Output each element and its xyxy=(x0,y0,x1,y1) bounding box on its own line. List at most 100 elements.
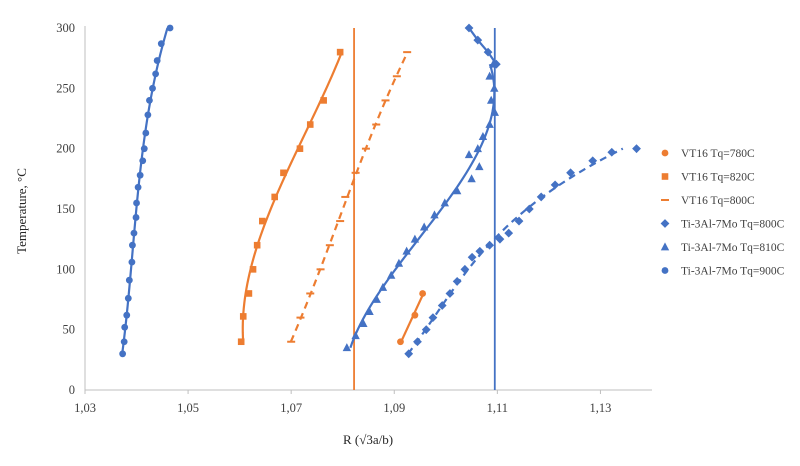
data-point xyxy=(237,338,245,346)
data-point xyxy=(157,40,165,48)
legend: VT16 Tq=780C VT16 Tq=820C VT16 Tq=800C Ti-3… xyxy=(660,148,785,278)
data-point xyxy=(134,183,142,191)
data-point xyxy=(287,340,296,343)
data-point xyxy=(296,316,305,319)
data-point xyxy=(341,195,350,198)
data-point xyxy=(259,217,266,225)
data-point xyxy=(124,294,132,302)
x-axis-title: R (√3a/b) xyxy=(343,432,393,447)
x-tick-label: 1,09 xyxy=(383,401,405,415)
legend-item: Ti-3Al-7Mo Tq=810C xyxy=(660,242,785,254)
y-tick-label: 0 xyxy=(69,383,75,397)
legend-marker xyxy=(660,242,670,251)
trendline xyxy=(400,293,425,343)
data-point xyxy=(136,171,144,179)
data-point xyxy=(445,289,455,298)
data-point xyxy=(359,319,368,328)
data-point xyxy=(504,228,514,238)
data-point xyxy=(485,71,494,80)
data-point xyxy=(280,169,287,177)
legend-marker xyxy=(661,267,669,274)
data-point xyxy=(365,306,374,315)
legend-item: VT16 Tq=820C xyxy=(661,172,755,184)
data-point xyxy=(249,266,257,273)
data-point xyxy=(607,147,617,157)
data-point xyxy=(430,210,439,219)
data-point xyxy=(336,220,345,223)
data-point xyxy=(351,171,360,174)
data-point xyxy=(121,323,129,331)
data-point xyxy=(139,157,147,165)
data-point xyxy=(486,95,496,104)
data-point xyxy=(473,35,483,45)
data-point xyxy=(320,97,327,104)
legend-label: Ti-3Al-7Mo Tq=800C xyxy=(681,219,785,231)
data-point xyxy=(140,145,148,153)
data-point xyxy=(397,338,404,346)
data-point xyxy=(132,214,140,221)
data-point xyxy=(419,290,427,297)
data-point xyxy=(404,349,414,359)
data-point xyxy=(245,290,253,297)
y-tick-label: 100 xyxy=(56,262,75,276)
legend-label: Ti-3Al-7Mo Tq=810C xyxy=(681,242,785,254)
legend-label: VT16 Tq=780C xyxy=(681,148,755,160)
data-point xyxy=(419,222,429,231)
trendline xyxy=(349,63,496,349)
data-point xyxy=(428,313,438,322)
series-1 xyxy=(237,48,344,346)
data-point xyxy=(403,51,412,54)
legend-label: VT16 Tq=800C xyxy=(681,195,755,207)
data-point xyxy=(133,199,140,207)
data-point xyxy=(413,337,422,347)
data-point xyxy=(351,331,360,340)
data-point xyxy=(536,192,546,202)
series-group xyxy=(119,23,641,359)
legend-marker xyxy=(661,173,669,180)
data-point xyxy=(489,59,498,68)
data-point xyxy=(125,276,133,284)
data-point xyxy=(152,70,160,78)
data-point xyxy=(410,234,420,243)
data-point xyxy=(473,144,482,153)
data-point xyxy=(142,129,150,137)
tick-labels: 0 50 100 150 200 250 300 1,03 1,05 1,07 1,09 1,11 1,… xyxy=(56,21,611,415)
y-tick-label: 200 xyxy=(56,142,75,156)
data-point xyxy=(632,144,641,154)
y-tick-label: 50 xyxy=(63,323,76,337)
data-point xyxy=(166,24,174,32)
trendline xyxy=(407,147,624,355)
series-4 xyxy=(342,59,499,352)
trendline xyxy=(241,51,343,342)
legend-marker xyxy=(661,199,669,201)
data-point xyxy=(146,97,153,104)
data-point xyxy=(411,311,419,319)
data-point xyxy=(119,350,127,358)
data-point xyxy=(475,246,485,256)
data-point xyxy=(149,84,156,92)
trendline xyxy=(121,27,169,354)
legend-label: Ti-3Al-7Mo Tq=900C xyxy=(681,266,785,278)
trendline-upper xyxy=(468,27,498,65)
data-point xyxy=(464,150,474,159)
data-point xyxy=(392,75,401,78)
data-point xyxy=(467,174,476,183)
data-point xyxy=(490,83,499,92)
series-3 xyxy=(404,23,641,359)
data-point xyxy=(129,241,136,249)
data-point xyxy=(464,23,474,33)
data-point xyxy=(316,268,325,271)
data-point xyxy=(402,246,411,255)
data-point xyxy=(336,48,344,56)
data-point xyxy=(128,258,136,266)
data-point xyxy=(490,107,499,116)
legend-label: VT16 Tq=820C xyxy=(681,172,755,184)
legend-item: VT16 Tq=800C xyxy=(661,195,755,207)
data-point xyxy=(342,343,352,352)
data-point xyxy=(120,338,128,346)
data-point xyxy=(296,145,304,152)
data-point xyxy=(440,198,449,207)
data-point xyxy=(550,180,560,190)
x-tick-label: 1,03 xyxy=(74,401,96,415)
